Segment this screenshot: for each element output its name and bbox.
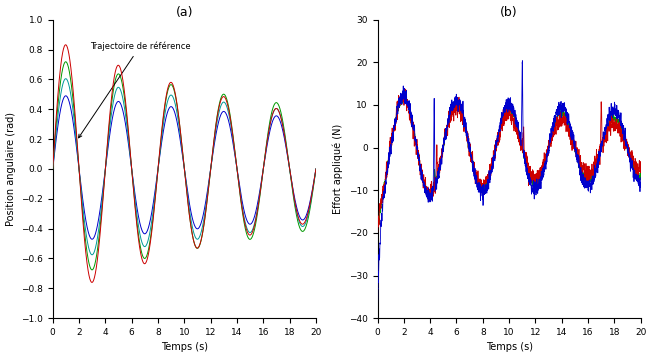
Y-axis label: Effort appliqué (N): Effort appliqué (N) [333,124,343,214]
X-axis label: Temps (s): Temps (s) [486,343,533,352]
Y-axis label: Position angulaire (rad): Position angulaire (rad) [6,112,16,226]
Title: (b): (b) [500,6,518,19]
X-axis label: Temps (s): Temps (s) [161,343,208,352]
Title: (a): (a) [175,6,193,19]
Text: Trajectoire de référence: Trajectoire de référence [78,42,190,138]
